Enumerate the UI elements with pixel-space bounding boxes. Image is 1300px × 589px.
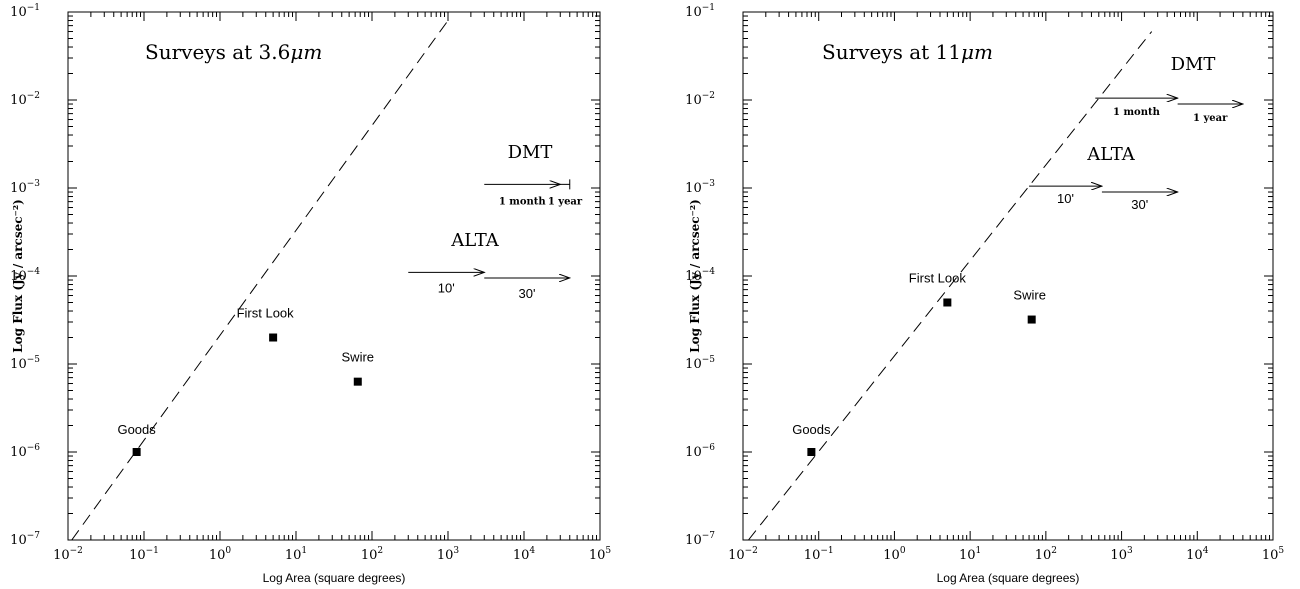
plot-frame — [742, 11, 1274, 541]
data-point-first-look — [943, 298, 952, 307]
data-point-swire — [353, 377, 362, 386]
annotation-alta: ALTA — [1086, 144, 1136, 165]
arrow-label: 1 month — [499, 196, 547, 207]
point-label: Swire — [342, 350, 375, 365]
arrow-label: 10' — [1057, 191, 1074, 206]
data-point-first-look — [269, 333, 278, 342]
x-tick-label: 100 — [209, 546, 232, 563]
data-point-swire — [1027, 315, 1036, 324]
plot-marks: Goods First Look Swire DMT 1 month 1 year ALTA… — [748, 31, 1242, 540]
annotation-dmt: DMT — [508, 142, 553, 163]
x-tick-label: 101 — [285, 546, 307, 563]
annotation-dmt: DMT — [1171, 54, 1216, 75]
x-tick-label: 104 — [1186, 546, 1209, 563]
y-tick-label: 10−6 — [685, 443, 715, 460]
y-tick-label: 10−5 — [10, 355, 40, 372]
x-tick-label: 101 — [959, 546, 981, 563]
y-tick-label: 10−3 — [10, 179, 40, 196]
point-label: First Look — [237, 306, 295, 321]
y-axis-label: Log Flux (Jy / arcsec⁻²) — [11, 199, 25, 353]
x-tick-label: 10−1 — [129, 546, 159, 563]
point-label: Goods — [117, 422, 156, 437]
arrow-label: 1 year — [548, 196, 583, 207]
y-tick-label: 10−6 — [10, 443, 40, 460]
x-tick-label: 105 — [589, 546, 612, 563]
y-tick-label: 10−2 — [10, 91, 40, 108]
arrow-label: 1 month — [1113, 107, 1161, 118]
y-tick-label: 10−2 — [685, 91, 715, 108]
y-tick-label: 10−1 — [685, 3, 715, 20]
reference-dashed-line — [71, 20, 449, 540]
x-tick-label: 103 — [1110, 546, 1133, 563]
x-tick-label: 103 — [437, 546, 460, 563]
y-tick-label: 10−1 — [10, 3, 40, 20]
annotation-alta: ALTA — [450, 230, 500, 251]
x-tick-label: 104 — [513, 546, 536, 563]
x-tick-label: 10−2 — [53, 546, 83, 563]
arrow-label: 30' — [519, 286, 536, 301]
arrow-label: 10' — [438, 280, 455, 295]
chart-panel-11um: 10−2 10−1 100 101 102 103 104 105 10−7 10−6 10−5 10… — [685, 3, 1284, 585]
point-label: Goods — [792, 422, 831, 437]
y-axis-label: Log Flux (Jy / arcsec⁻²) — [688, 199, 702, 353]
arrow-label: 1 year — [1193, 113, 1228, 124]
y-tick-label: 10−3 — [685, 179, 715, 196]
y-tick-label: 10−7 — [685, 531, 715, 548]
point-label: First Look — [909, 270, 967, 285]
y-tick-label: 10−7 — [10, 531, 40, 548]
data-point-goods — [807, 448, 816, 456]
x-tick-label: 10−1 — [804, 546, 834, 563]
x-axis-label: Log Area (square degrees) — [263, 571, 406, 585]
x-tick-label: 102 — [361, 546, 383, 563]
x-tick-label: 100 — [883, 546, 906, 563]
x-tick-label: 102 — [1035, 546, 1057, 563]
axis-ticks: 10−2 10−1 100 101 102 103 104 105 10−7 10−6 10−5 10… — [685, 3, 1284, 563]
x-tick-label: 10−2 — [728, 546, 758, 563]
chart-panel-3p6um: 10−2 10−1 100 101 102 103 104 105 10−7 10−6 10−5 10… — [10, 3, 611, 585]
data-point-goods — [132, 448, 141, 456]
arrow-label: 30' — [1131, 197, 1148, 212]
reference-dashed-line — [748, 31, 1153, 540]
chart-title: Surveys at 11μm — [822, 40, 993, 64]
x-axis-label: Log Area (square degrees) — [937, 571, 1080, 585]
plot-frame — [67, 11, 601, 541]
point-label: Swire — [1013, 288, 1046, 303]
chart-title: Surveys at 3.6μm — [145, 40, 322, 64]
x-tick-label: 105 — [1262, 546, 1285, 563]
y-tick-label: 10−5 — [685, 355, 715, 372]
axis-ticks: 10−2 10−1 100 101 102 103 104 105 10−7 10−6 10−5 10… — [10, 3, 611, 563]
